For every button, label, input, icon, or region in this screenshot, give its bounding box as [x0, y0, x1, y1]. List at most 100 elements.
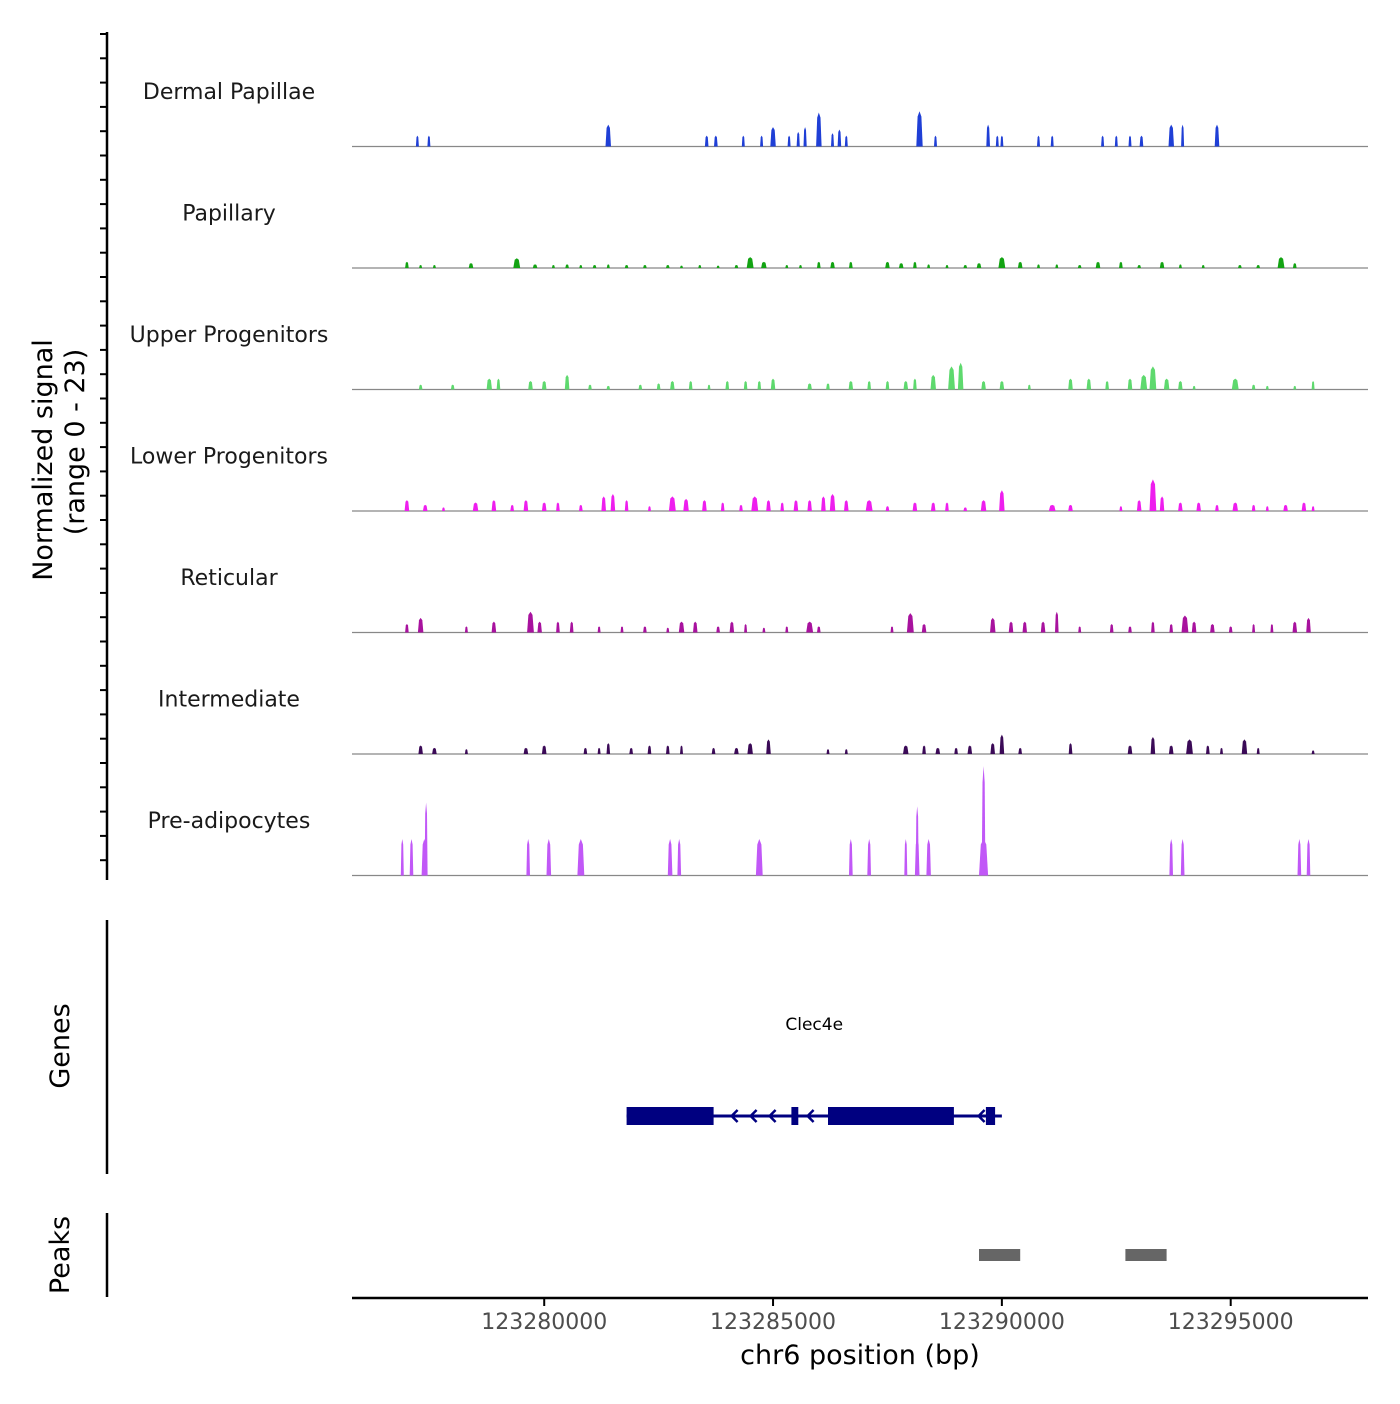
- signal-peak: [526, 839, 530, 876]
- signal-peak: [906, 613, 914, 633]
- signal-peak: [405, 261, 409, 268]
- signal-peak: [1178, 381, 1183, 390]
- signal-peak: [1040, 621, 1046, 633]
- signal-peak: [1027, 384, 1031, 390]
- signal-peak: [927, 264, 931, 268]
- signal-peak: [1127, 378, 1133, 390]
- signal-peak: [418, 384, 423, 390]
- signal-peak: [597, 747, 601, 754]
- signal-peak: [404, 500, 410, 511]
- signal-peak: [666, 745, 670, 754]
- signal-peak: [1311, 381, 1315, 390]
- signal-peak: [1180, 839, 1185, 876]
- signal-peak: [1311, 506, 1315, 511]
- signal-peak: [1140, 374, 1148, 390]
- signal-peak: [935, 747, 941, 754]
- gene-exon: [626, 1107, 714, 1125]
- signal-peak: [1037, 264, 1040, 268]
- x-tick-label: 123280000: [481, 1310, 607, 1335]
- gene-clec4e: Clec4e: [626, 1015, 1002, 1125]
- signal-peak: [678, 621, 685, 633]
- signal-peak: [693, 621, 698, 633]
- signal-peak: [848, 381, 854, 390]
- signal-peak: [999, 381, 1005, 390]
- signal-peak: [1270, 624, 1274, 633]
- signal-peak: [532, 264, 538, 268]
- signal-peak: [486, 378, 492, 390]
- signal-peak: [556, 621, 560, 633]
- signal-peak: [1119, 261, 1123, 268]
- signal-peak: [565, 264, 569, 268]
- signal-peak: [826, 749, 830, 754]
- signal-peak: [1181, 124, 1185, 147]
- signal-peak: [415, 135, 419, 147]
- signal-peak: [564, 374, 570, 390]
- signal-peak: [1251, 384, 1256, 390]
- peaks-panel-label: Peaks: [45, 1216, 76, 1294]
- signal-peak: [1163, 378, 1170, 390]
- signal-peak: [1186, 739, 1193, 754]
- signal-peak: [1191, 621, 1197, 633]
- signal-peak: [980, 500, 987, 511]
- signal-peak: [683, 498, 689, 511]
- track-intermediate: Intermediate: [158, 688, 1368, 755]
- signal-peak: [491, 621, 497, 633]
- signal-peak: [468, 263, 474, 268]
- signal-peak: [1214, 124, 1220, 147]
- signal-peak: [734, 265, 739, 268]
- track-label: Upper Progenitors: [130, 323, 329, 348]
- signal-peak: [963, 265, 968, 268]
- signal-peak: [1128, 626, 1132, 633]
- signal-peak: [921, 624, 927, 633]
- signal-peak: [741, 135, 745, 147]
- signal-peak: [1068, 743, 1073, 754]
- signal-peak: [1178, 264, 1182, 268]
- signal-peak: [747, 743, 753, 754]
- signal-peak: [417, 617, 424, 633]
- signal-peak: [1159, 261, 1165, 268]
- signal-peak: [762, 627, 766, 633]
- signal-peak: [770, 127, 776, 147]
- signal-peak: [714, 135, 718, 147]
- signal-peak: [427, 135, 431, 147]
- signal-peak: [990, 617, 996, 633]
- signal-peak: [1311, 750, 1315, 754]
- signal-peak: [885, 381, 890, 390]
- signal-peak: [1241, 739, 1248, 754]
- signal-peak: [1306, 839, 1311, 876]
- signal-peak: [418, 745, 423, 754]
- signal-peak: [442, 507, 445, 511]
- signal-peak: [523, 500, 529, 511]
- signal-peak: [1301, 502, 1307, 511]
- signal-peak: [464, 626, 468, 633]
- signal-peak: [1159, 496, 1165, 511]
- signal-peak: [1109, 624, 1114, 633]
- signal-peak: [945, 265, 949, 268]
- signal-peak: [967, 745, 973, 754]
- signal-peak: [680, 265, 683, 268]
- signal-peak: [755, 839, 763, 876]
- signal-peak: [1231, 378, 1239, 390]
- track-dermal-papillae: Dermal Papillae: [143, 80, 1368, 148]
- signal-peak: [668, 496, 676, 511]
- gene-name-label: Clec4e: [785, 1015, 843, 1035]
- signal-peak: [643, 626, 647, 633]
- signal-peak: [1078, 626, 1082, 633]
- signal-peak: [913, 261, 917, 268]
- signal-peak: [541, 381, 547, 390]
- signal-peak: [1022, 621, 1027, 633]
- signal-peak: [849, 839, 853, 876]
- track-upper-progenitors: Upper Progenitors: [130, 323, 1368, 391]
- signal-peak: [720, 502, 725, 511]
- signal-peak: [648, 506, 651, 511]
- signal-peak: [716, 626, 720, 633]
- signal-peak: [496, 378, 501, 390]
- signal-peak: [1201, 265, 1205, 268]
- signal-peak: [583, 747, 588, 754]
- signal-peak: [1220, 747, 1223, 754]
- signal-peak: [1256, 747, 1260, 754]
- track-label: Papillary: [182, 202, 276, 227]
- signal-peak: [620, 626, 624, 633]
